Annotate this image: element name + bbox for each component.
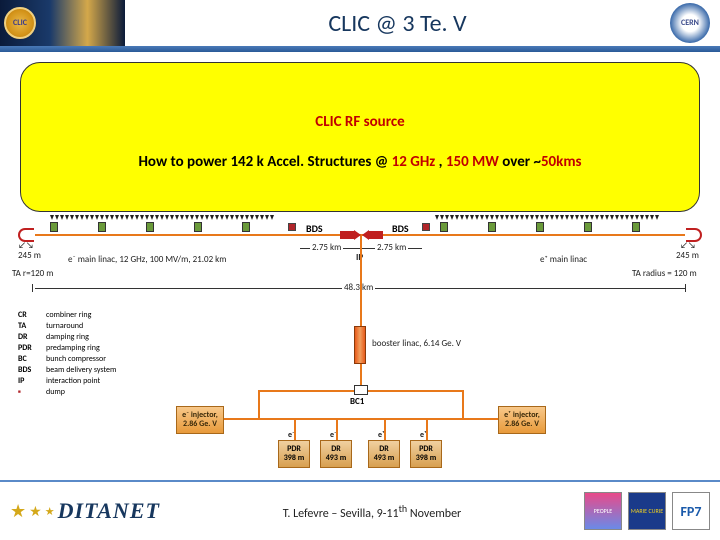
ip-arrow-right <box>362 230 383 240</box>
legend-row: BDSbeam delivery system <box>18 365 116 376</box>
transfer-line-center <box>360 236 362 326</box>
ta-left-label: TA r=120 m <box>10 268 55 279</box>
diagram-legend: CRcombiner ring TAturnaround DRdamping r… <box>18 310 116 398</box>
star-icon: ★ <box>29 503 42 520</box>
ditanet-logo: ★ ★ ★ DITANET <box>10 498 160 524</box>
em-injector-box: e⁻ injector, 2.86 Ge. V <box>176 406 224 434</box>
legend-row: DRdamping ring <box>18 332 116 343</box>
dim-ip-right-label: 2.75 km <box>375 242 408 253</box>
modules-left <box>50 222 250 232</box>
ip-arrow-left <box>340 230 361 240</box>
bc1-label: BC1 <box>350 396 364 407</box>
fp7-logo-icon: FP7 <box>672 492 710 530</box>
ring-1: DR493 m <box>320 440 352 468</box>
star-icon: ★ <box>10 500 26 522</box>
marie-curie-logo-icon: MARIE CURIE <box>628 492 666 530</box>
footer-logos: PEOPLE MARIE CURIE FP7 <box>584 492 710 530</box>
people-logo-icon: PEOPLE <box>584 492 622 530</box>
legend-row: PDRpredamping ring <box>18 343 116 354</box>
rf-source-text: CLIC RF source <box>21 113 699 131</box>
modules-right <box>440 222 640 232</box>
conn-3 <box>384 418 386 440</box>
linac-right-label: e⁺ main linac <box>540 254 587 265</box>
dump-icon <box>288 223 296 231</box>
legend-row: IPinteraction point <box>18 376 116 387</box>
highlight-callout: CLIC RF source How to power 142 k Accel.… <box>20 62 700 212</box>
legend-row: TAturnaround <box>18 321 116 332</box>
how-to-freq: 12 GHz <box>392 153 436 171</box>
linac-left-label: e⁻ main linac, 12 GHz, 100 MV/m, 21.02 k… <box>68 254 226 265</box>
bds-label-left: BDS <box>306 222 323 235</box>
transfer-line-bottom <box>198 418 524 420</box>
clic-logo: CLIC <box>0 0 125 46</box>
slide-header: CLIC CLIC @ 3 Te. V CERN <box>0 0 720 46</box>
ep-injector-box: e⁺ injector, 2.86 Ge. V <box>498 406 546 434</box>
clic-layout-diagram: BDS BDS 2.75 km 2.75 km IP ↙↘ 245 m ↙↘ 2… <box>10 210 710 474</box>
booster-label: booster linac, 6.14 Ge. V <box>372 338 461 349</box>
legend-row: ▪dump <box>18 387 116 398</box>
ring-2: DR493 m <box>368 440 400 468</box>
cern-logo-icon: CERN <box>670 3 710 43</box>
transfer-line-v1 <box>258 390 260 418</box>
how-to-dist: 50kms <box>541 153 582 171</box>
slide-title: CLIC @ 3 Te. V <box>125 9 670 38</box>
bc1-box <box>354 385 368 395</box>
conn-1 <box>294 418 296 440</box>
conn-4 <box>426 418 428 440</box>
side-right-dim: 245 m <box>674 250 701 261</box>
decel-arrows-left <box>50 215 274 220</box>
side-left-dim: 245 m <box>16 250 43 261</box>
how-to-part-c: , <box>435 153 446 171</box>
ditanet-text: DITANET <box>58 498 160 524</box>
how-to-power: 150 MW <box>446 153 499 171</box>
how-to-part-e: over ~ <box>499 153 541 171</box>
ring-3: PDR398 m <box>410 440 442 468</box>
dump-icon <box>422 223 430 231</box>
dim-ip-left-label: 2.75 km <box>310 242 343 253</box>
star-icon: ★ <box>45 505 55 518</box>
header-underline <box>0 46 720 52</box>
ring-0: PDR398 m <box>278 440 310 468</box>
legend-row: BCbunch compressor <box>18 354 116 365</box>
how-to-power-text: How to power 142 k Accel. Structures @ 1… <box>21 153 699 171</box>
slide-footer: ★ ★ ★ DITANET T. Lefevre – Sevilla, 9-11… <box>0 480 720 540</box>
conn-2 <box>336 418 338 440</box>
dim-total-label: 48.3 km <box>342 282 375 293</box>
how-to-part-a: How to power 142 k Accel. Structures @ <box>138 153 391 171</box>
bds-label-right: BDS <box>392 222 409 235</box>
transfer-line-v2 <box>462 390 464 418</box>
legend-row: CRcombiner ring <box>18 310 116 321</box>
ta-right-label: TA radius = 120 m <box>630 268 699 279</box>
booster-linac-box <box>354 326 366 364</box>
footer-author: T. Lefevre – Sevilla, 9-11th November <box>283 502 462 521</box>
clic-badge-icon: CLIC <box>4 7 36 39</box>
decel-arrows-right <box>435 215 659 220</box>
